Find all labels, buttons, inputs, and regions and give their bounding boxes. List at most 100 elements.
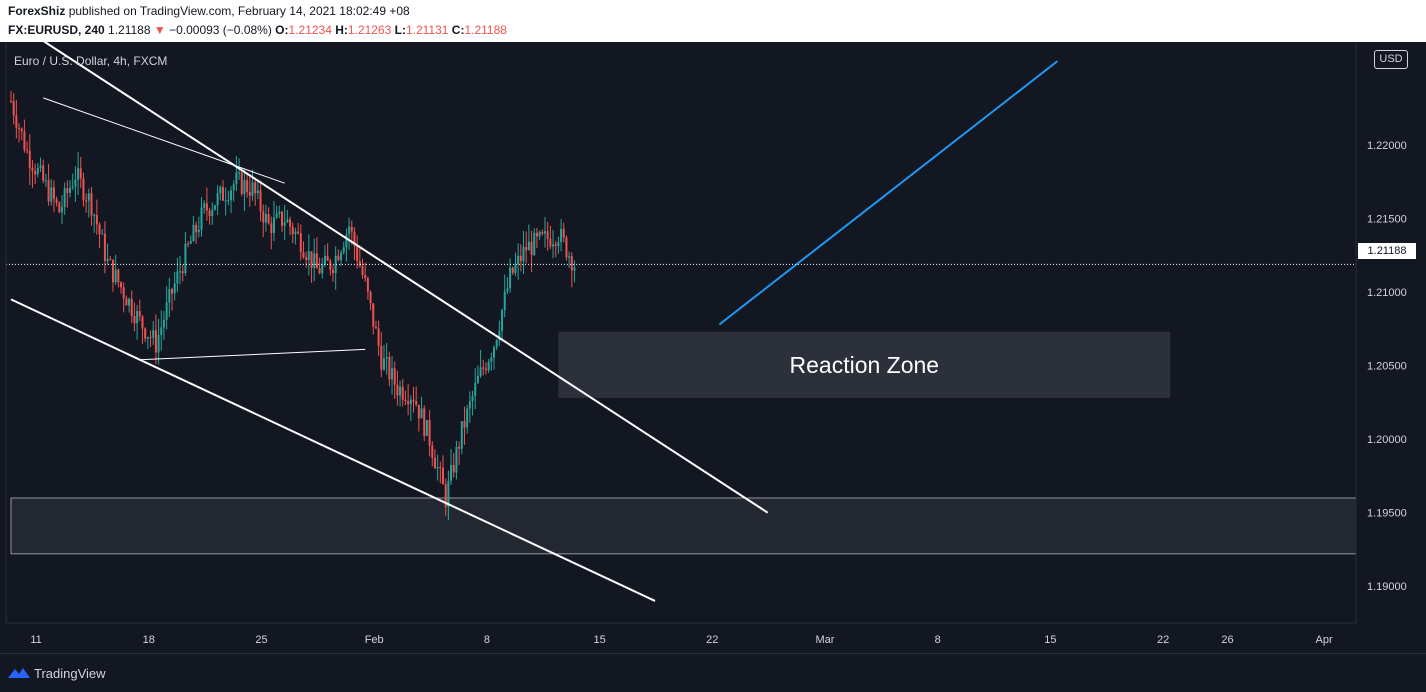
candle-down bbox=[380, 346, 383, 370]
candle-down bbox=[79, 168, 82, 179]
upper-channel-line bbox=[43, 42, 769, 514]
candle-up bbox=[533, 232, 536, 255]
candle-down bbox=[149, 337, 152, 339]
lower-channel-line bbox=[10, 298, 656, 602]
candle-down bbox=[47, 180, 50, 202]
candle-up bbox=[162, 319, 165, 328]
candle-up bbox=[425, 420, 428, 436]
candle-down bbox=[458, 446, 461, 449]
candle-up bbox=[251, 182, 254, 196]
author-name[interactable]: ForexShiz bbox=[8, 4, 66, 18]
candle-down bbox=[297, 231, 300, 234]
candle-up bbox=[256, 190, 259, 194]
candle-up bbox=[197, 229, 200, 233]
candle-down bbox=[248, 191, 251, 196]
footer: TradingView bbox=[0, 653, 1426, 692]
y-tick-label: 1.19500 bbox=[1367, 508, 1407, 520]
candle-up bbox=[460, 421, 463, 449]
candle-down bbox=[549, 238, 552, 247]
candle-up bbox=[527, 241, 530, 251]
candle-down bbox=[364, 274, 367, 279]
candle-down bbox=[396, 384, 399, 396]
open-label: O: bbox=[275, 23, 289, 37]
high-value: 1.21263 bbox=[347, 23, 392, 37]
candle-up bbox=[160, 327, 163, 335]
candle-down bbox=[302, 252, 305, 258]
candle-down bbox=[407, 400, 410, 405]
candle-up bbox=[114, 269, 117, 283]
candle-up bbox=[69, 187, 72, 193]
price-chart[interactable]: 1.22000 1.21500 1.21000 1.20500 1.20000 1.195… bbox=[0, 42, 1426, 653]
candle-down bbox=[361, 266, 364, 275]
candle-down bbox=[95, 214, 98, 225]
candle-up bbox=[93, 214, 96, 216]
candle-up bbox=[495, 340, 498, 348]
candle-down bbox=[318, 268, 321, 274]
candle-down bbox=[299, 233, 302, 253]
currency-badge[interactable]: USD bbox=[1374, 50, 1408, 69]
candle-down bbox=[267, 214, 270, 224]
publication-header: ForexShiz published on TradingView.com, … bbox=[0, 0, 1426, 42]
candle-down bbox=[433, 457, 436, 469]
x-tick-label: 26 bbox=[1221, 634, 1233, 646]
footer-brand[interactable]: TradingView bbox=[34, 666, 106, 681]
candle-up bbox=[399, 386, 402, 396]
candle-down bbox=[10, 100, 12, 102]
candle-down bbox=[23, 131, 26, 150]
candle-up bbox=[294, 231, 297, 235]
candles-layer bbox=[10, 90, 576, 521]
candle-down bbox=[565, 237, 568, 258]
candle-up bbox=[165, 302, 168, 320]
candle-down bbox=[289, 219, 292, 227]
candle-down bbox=[393, 368, 396, 385]
candle-down bbox=[246, 180, 249, 192]
candle-up bbox=[538, 231, 541, 237]
x-tick-label: 11 bbox=[30, 634, 41, 646]
candle-down bbox=[15, 115, 18, 128]
candle-down bbox=[423, 408, 426, 436]
candle-down bbox=[415, 401, 418, 405]
y-tick-label: 1.20000 bbox=[1367, 434, 1407, 446]
candle-down bbox=[171, 289, 173, 294]
candle-down bbox=[58, 202, 61, 213]
candle-down bbox=[404, 399, 407, 401]
candle-up bbox=[224, 200, 227, 202]
candle-down bbox=[52, 187, 55, 199]
candle-down bbox=[326, 255, 329, 261]
candle-up bbox=[74, 179, 77, 187]
candle-down bbox=[85, 200, 88, 202]
last-price: 1.21188 bbox=[104, 23, 154, 37]
candle-down bbox=[554, 244, 557, 247]
candle-down bbox=[122, 287, 125, 299]
candle-up bbox=[283, 222, 286, 226]
candle-down bbox=[28, 150, 31, 168]
candle-up bbox=[447, 480, 450, 507]
tradingview-logo-icon bbox=[8, 668, 30, 678]
candle-down bbox=[417, 404, 420, 419]
candle-up bbox=[334, 255, 337, 274]
candle-down bbox=[541, 231, 544, 234]
candle-down bbox=[332, 269, 334, 274]
x-tick-label: 22 bbox=[706, 634, 718, 646]
candle-up bbox=[200, 207, 203, 230]
candle-down bbox=[484, 368, 487, 371]
candle-up bbox=[211, 209, 214, 217]
candle-up bbox=[219, 187, 222, 194]
open-value: 1.21234 bbox=[288, 23, 332, 37]
candle-down bbox=[98, 224, 101, 234]
candle-up bbox=[101, 233, 104, 235]
candle-down bbox=[55, 198, 58, 203]
candle-up bbox=[203, 203, 206, 208]
candle-down bbox=[34, 171, 37, 175]
candle-up bbox=[385, 357, 388, 359]
price-change: −0.00093 (−0.08%) bbox=[165, 23, 276, 37]
candle-up bbox=[501, 310, 504, 332]
candle-up bbox=[409, 399, 412, 405]
reaction-zone-label: Reaction Zone bbox=[790, 352, 940, 378]
candle-down bbox=[262, 211, 265, 223]
candle-up bbox=[44, 180, 47, 182]
candle-down bbox=[195, 224, 198, 233]
candle-up bbox=[313, 253, 316, 269]
candle-down bbox=[18, 127, 21, 129]
candle-up bbox=[382, 358, 385, 370]
